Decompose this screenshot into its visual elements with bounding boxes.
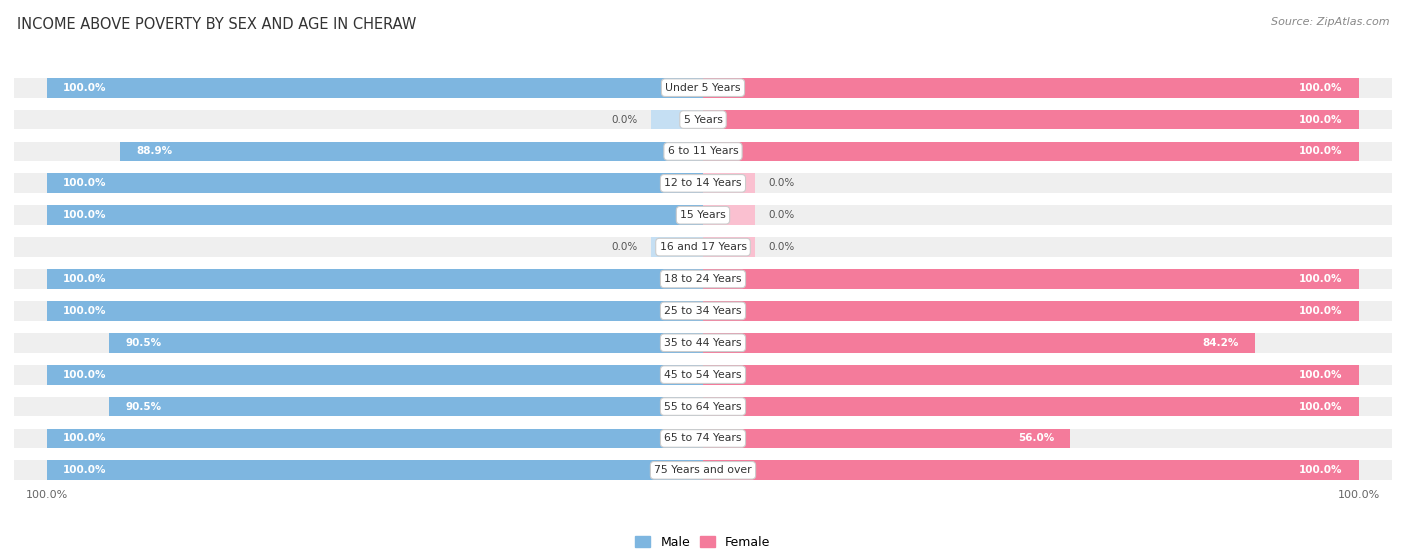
Text: 100.0%: 100.0% (63, 179, 107, 189)
Bar (651, 110, 703, 129)
Text: 90.5%: 90.5% (125, 402, 162, 412)
Bar (46, 301, 703, 321)
Bar (46, 429, 703, 448)
Bar (703, 205, 755, 225)
Bar (703, 174, 755, 193)
Text: 100.0%: 100.0% (63, 210, 107, 220)
Text: 100.0%: 100.0% (1299, 146, 1343, 156)
Bar (703, 397, 1360, 416)
Text: 65 to 74 Years: 65 to 74 Years (664, 434, 742, 444)
Bar (14, 142, 1392, 161)
Bar (46, 365, 703, 384)
Text: 55 to 64 Years: 55 to 64 Years (664, 402, 742, 412)
Text: 0.0%: 0.0% (612, 242, 637, 252)
Bar (14, 301, 1392, 321)
Text: 100.0%: 100.0% (1299, 402, 1343, 412)
Bar (46, 174, 703, 193)
Text: 56.0%: 56.0% (1018, 434, 1054, 444)
Bar (14, 110, 1392, 129)
Text: Under 5 Years: Under 5 Years (665, 83, 741, 93)
Bar (46, 78, 703, 98)
Bar (703, 142, 1360, 161)
Text: 100.0%: 100.0% (63, 369, 107, 379)
Bar (46, 460, 703, 480)
Text: 100.0%: 100.0% (1339, 490, 1381, 500)
Legend: Male, Female: Male, Female (630, 531, 776, 554)
Bar (703, 429, 1070, 448)
Text: 15 Years: 15 Years (681, 210, 725, 220)
Bar (14, 269, 1392, 289)
Bar (14, 205, 1392, 225)
Text: 100.0%: 100.0% (1299, 369, 1343, 379)
Text: 90.5%: 90.5% (125, 338, 162, 348)
Bar (14, 397, 1392, 416)
Text: 100.0%: 100.0% (1299, 274, 1343, 284)
Text: 16 and 17 Years: 16 and 17 Years (659, 242, 747, 252)
Bar (110, 333, 703, 353)
Text: 84.2%: 84.2% (1202, 338, 1239, 348)
Text: 100.0%: 100.0% (1299, 465, 1343, 475)
Bar (703, 301, 1360, 321)
Text: 100.0%: 100.0% (63, 465, 107, 475)
Bar (110, 397, 703, 416)
Text: 100.0%: 100.0% (63, 306, 107, 316)
Text: 12 to 14 Years: 12 to 14 Years (664, 179, 742, 189)
Text: 100.0%: 100.0% (1299, 114, 1343, 124)
Bar (703, 365, 1360, 384)
Text: 100.0%: 100.0% (1299, 83, 1343, 93)
Text: 0.0%: 0.0% (769, 242, 794, 252)
Text: 25 to 34 Years: 25 to 34 Years (664, 306, 742, 316)
Bar (14, 333, 1392, 353)
Bar (651, 237, 703, 257)
Text: 100.0%: 100.0% (63, 434, 107, 444)
Text: 45 to 54 Years: 45 to 54 Years (664, 369, 742, 379)
Text: INCOME ABOVE POVERTY BY SEX AND AGE IN CHERAW: INCOME ABOVE POVERTY BY SEX AND AGE IN C… (17, 17, 416, 32)
Bar (14, 237, 1392, 257)
Text: 100.0%: 100.0% (63, 83, 107, 93)
Text: 5 Years: 5 Years (683, 114, 723, 124)
Text: 100.0%: 100.0% (63, 274, 107, 284)
Text: 6 to 11 Years: 6 to 11 Years (668, 146, 738, 156)
Bar (14, 78, 1392, 98)
Bar (46, 205, 703, 225)
Text: 88.9%: 88.9% (136, 146, 172, 156)
Bar (46, 269, 703, 289)
Bar (703, 460, 1360, 480)
Bar (703, 237, 755, 257)
Bar (14, 460, 1392, 480)
Bar (14, 429, 1392, 448)
Text: 0.0%: 0.0% (769, 179, 794, 189)
Bar (703, 110, 1360, 129)
Text: 0.0%: 0.0% (612, 114, 637, 124)
Bar (14, 174, 1392, 193)
Bar (703, 333, 1256, 353)
Text: 100.0%: 100.0% (25, 490, 67, 500)
Bar (120, 142, 703, 161)
Bar (703, 269, 1360, 289)
Bar (14, 365, 1392, 384)
Text: 18 to 24 Years: 18 to 24 Years (664, 274, 742, 284)
Text: 35 to 44 Years: 35 to 44 Years (664, 338, 742, 348)
Bar (703, 78, 1360, 98)
Text: 100.0%: 100.0% (1299, 306, 1343, 316)
Text: 75 Years and over: 75 Years and over (654, 465, 752, 475)
Text: 0.0%: 0.0% (769, 210, 794, 220)
Text: Source: ZipAtlas.com: Source: ZipAtlas.com (1271, 17, 1389, 27)
